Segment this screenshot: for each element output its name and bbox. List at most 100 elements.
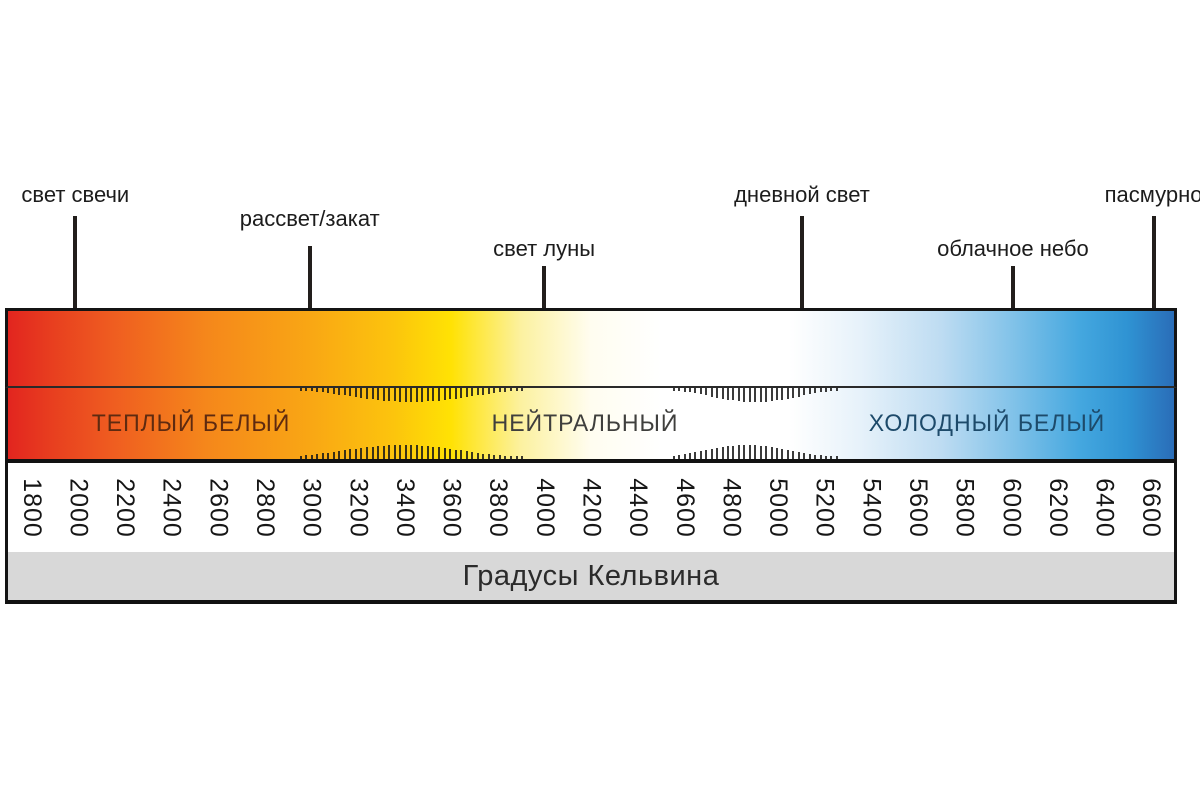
kelvin-tick-label: 2600 — [204, 477, 233, 538]
transition-hatch-tick — [797, 388, 800, 397]
transition-hatch-tick — [683, 388, 686, 392]
transition-hatch-tick — [716, 388, 719, 398]
transition-hatch-tick — [316, 388, 319, 392]
transition-hatch-tick — [721, 388, 724, 399]
transition-hatch-tick — [743, 388, 746, 402]
transition-hatch-tick — [743, 445, 746, 459]
transition-hatch-tick — [310, 388, 313, 392]
kelvin-tick-label: 6200 — [1043, 477, 1072, 538]
kelvin-tick-label: 6400 — [1090, 477, 1119, 538]
transition-hatch-tick — [835, 456, 838, 459]
transition-hatch-tick — [498, 455, 501, 459]
transition-hatch-tick — [399, 445, 402, 459]
transition-hatch-tick — [377, 446, 380, 459]
transition-hatch-tick — [343, 450, 346, 459]
callout-line — [307, 246, 312, 349]
transition-hatch-tick — [487, 454, 490, 459]
transition-hatch-tick — [432, 388, 435, 402]
transition-hatch-tick — [399, 388, 402, 402]
transition-hatch-tick — [365, 447, 368, 459]
kelvin-tick-label: 5400 — [857, 477, 886, 538]
transition-hatch-tick — [365, 388, 368, 399]
transition-hatch-tick — [759, 388, 762, 402]
transition-hatch-tick — [737, 388, 740, 402]
transition-hatch-tick — [672, 388, 675, 391]
transition-hatch-tick — [321, 453, 324, 459]
transition-hatch-tick — [388, 445, 391, 459]
transition-hatch-tick — [404, 445, 407, 459]
transition-hatch-tick — [765, 446, 768, 459]
axis-title-bar: Градусы Кельвина — [5, 552, 1177, 604]
transition-hatch-tick — [432, 446, 435, 459]
transition-hatch-tick — [835, 388, 838, 391]
transition-hatch-tick — [509, 455, 512, 459]
transition-hatch-tick — [382, 388, 385, 401]
kelvin-tick-label: 4200 — [577, 477, 606, 538]
transition-hatch-tick — [694, 452, 697, 459]
transition-hatch-tick — [504, 388, 507, 392]
transition-hatch-tick — [737, 445, 740, 459]
transition-hatch-tick — [748, 445, 751, 459]
zone-band: ТЕПЛЫЙ БЕЛЫЙ НЕЙТРАЛЬНЫЙ ХОЛОДНЫЙ БЕЛЫЙ — [5, 388, 1177, 463]
transition-hatch-tick — [727, 446, 730, 459]
zone-label-2: ХОЛОДНЫЙ БЕЛЫЙ — [869, 409, 1106, 437]
transition-hatch-tick — [683, 454, 686, 459]
transition-hatch-tick — [343, 388, 346, 396]
transition-hatch-tick — [748, 388, 751, 402]
transition-hatch-tick — [305, 388, 308, 392]
transition-hatch-tick — [410, 445, 413, 459]
transition-hatch-tick — [688, 453, 691, 459]
kelvin-tick-label: 3000 — [297, 477, 326, 538]
transition-hatch-tick — [460, 388, 463, 398]
transition-hatch-tick — [498, 388, 501, 393]
transition-hatch-tick — [332, 388, 335, 394]
transition-hatch-tick — [437, 388, 440, 401]
callout-line — [542, 266, 547, 349]
transition-hatch-tick — [493, 454, 496, 459]
transition-hatch-tick — [797, 451, 800, 459]
transition-hatch-tick — [426, 388, 429, 402]
kelvin-tick-label: 6000 — [997, 477, 1026, 538]
zone-label-0: ТЕПЛЫЙ БЕЛЫЙ — [91, 409, 291, 437]
transition-hatch-tick — [672, 455, 675, 459]
transition-hatch-tick — [814, 454, 817, 459]
transition-hatch-tick — [803, 388, 806, 396]
transition-hatch-tick — [770, 388, 773, 402]
transition-hatch-tick — [515, 388, 518, 392]
kelvin-tick-label: 2200 — [111, 477, 140, 538]
transition-hatch-tick — [410, 388, 413, 402]
transition-hatch-tick — [393, 388, 396, 402]
transition-hatch-tick — [770, 446, 773, 459]
transition-hatch-tick — [421, 388, 424, 402]
transition-hatch-tick — [316, 454, 319, 459]
transition-hatch-tick — [332, 451, 335, 459]
kelvin-tick-label: 3400 — [390, 477, 419, 538]
kelvin-scale-axis: 1800 2000 2200 2400 2600 2800 3000 3200 3400 3600… — [5, 463, 1177, 552]
transition-hatch-tick — [824, 388, 827, 392]
callout-label-1: рассвет/закат — [239, 206, 380, 231]
transition-hatch-tick — [819, 455, 822, 459]
transition-hatch-tick — [493, 388, 496, 394]
callout-label-2: свет луны — [493, 236, 596, 261]
transition-hatch-tick — [360, 447, 363, 459]
transition-hatch-tick — [482, 453, 485, 459]
transition-hatch-tick — [819, 388, 822, 393]
transition-hatch-tick — [404, 388, 407, 402]
transition-hatch-tick — [710, 388, 713, 397]
transition-hatch-tick — [521, 456, 524, 459]
transition-hatch-tick — [792, 388, 795, 398]
transition-hatch-tick — [487, 388, 490, 394]
transition-hatch-tick — [688, 388, 691, 393]
transition-hatch-tick — [482, 388, 485, 395]
transition-hatch-tick — [349, 449, 352, 459]
transition-hatch-tick — [471, 388, 474, 397]
transition-hatch-tick — [727, 388, 730, 400]
kelvin-tick-label: 2000 — [64, 477, 93, 538]
transition-hatch-tick — [437, 447, 440, 459]
kelvin-tick-label: 1800 — [17, 477, 46, 538]
transition-hatch-tick — [515, 456, 518, 459]
transition-hatch-tick — [830, 456, 833, 459]
kelvin-tick-label: 5000 — [764, 477, 793, 538]
transition-hatch-tick — [521, 388, 524, 391]
transition-hatch-tick — [754, 445, 757, 459]
